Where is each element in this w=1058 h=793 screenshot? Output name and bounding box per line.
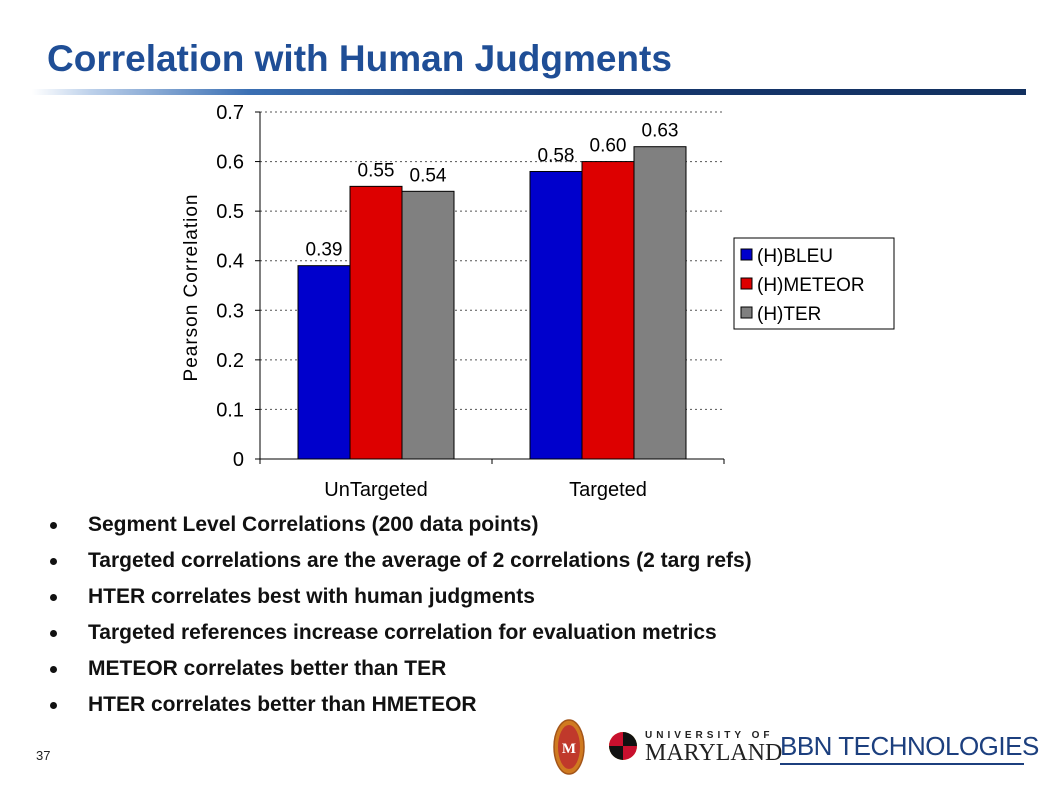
data-label: 0.55 bbox=[358, 160, 395, 181]
y-tick-label: 0.1 bbox=[216, 399, 244, 421]
data-label: 0.60 bbox=[590, 136, 627, 157]
bullet-text: HTER correlates better than HMETEOR bbox=[88, 693, 477, 716]
bullet-item: Targeted correlations are the average of… bbox=[50, 543, 752, 579]
bullet-dot-icon bbox=[50, 558, 57, 565]
slide-number: 37 bbox=[36, 748, 51, 763]
bullet-dot-icon bbox=[50, 630, 57, 637]
svg-text:M: M bbox=[562, 741, 576, 757]
y-tick-label: 0.5 bbox=[216, 201, 244, 223]
y-tick-label: 0.2 bbox=[216, 350, 244, 372]
university-seal-logo: M bbox=[553, 719, 585, 775]
y-axis-label: Pearson Correlation bbox=[181, 194, 202, 382]
bar bbox=[581, 161, 635, 460]
data-label: 0.39 bbox=[306, 240, 343, 261]
bbn-logo-underline bbox=[780, 763, 1024, 765]
bullet-dot-icon bbox=[50, 522, 57, 529]
legend-box bbox=[733, 237, 895, 330]
bullet-text: METEOR correlates better than TER bbox=[88, 657, 447, 680]
university-of-maryland-logo: UNIVERSITY OF MARYLAND bbox=[645, 730, 783, 766]
data-label: 0.63 bbox=[642, 121, 679, 142]
bullet-dot-icon bbox=[50, 666, 57, 673]
data-label: 0.54 bbox=[410, 165, 447, 186]
slide-title: Correlation with Human Judgments bbox=[47, 38, 672, 79]
bullet-item: Segment Level Correlations (200 data poi… bbox=[50, 507, 752, 543]
bullet-item: HTER correlates better than HMETEOR bbox=[50, 687, 752, 723]
bullet-dot-icon bbox=[50, 702, 57, 709]
bar bbox=[529, 170, 583, 460]
bullet-item: Targeted references increase correlation… bbox=[50, 615, 752, 651]
y-tick-label: 0.4 bbox=[216, 251, 244, 273]
data-label: 0.58 bbox=[538, 145, 575, 166]
legend-label: (H)METEOR bbox=[757, 275, 865, 296]
bullet-text: Segment Level Correlations (200 data poi… bbox=[88, 513, 539, 536]
y-tick-label: 0.3 bbox=[216, 300, 244, 322]
legend-label: (H)TER bbox=[757, 304, 821, 325]
bullet-item: HTER correlates best with human judgment… bbox=[50, 579, 752, 615]
bar bbox=[297, 265, 351, 460]
bar bbox=[633, 146, 687, 460]
title-underline bbox=[32, 89, 1026, 95]
x-tick-label: UnTargeted bbox=[324, 479, 427, 501]
bullet-dot-icon bbox=[50, 594, 57, 601]
legend-swatch bbox=[740, 248, 753, 261]
bbn-technologies-logo: BBN TECHNOLOGIES bbox=[780, 731, 1039, 761]
y-tick-label: 0.6 bbox=[216, 152, 244, 174]
bullet-list: Segment Level Correlations (200 data poi… bbox=[50, 507, 752, 723]
maryland-flag-logo bbox=[609, 732, 637, 760]
bullet-item: METEOR correlates better than TER bbox=[50, 651, 752, 687]
bullet-text: Targeted correlations are the average of… bbox=[88, 549, 752, 572]
legend-swatch bbox=[740, 306, 753, 319]
legend-swatch bbox=[740, 277, 753, 290]
bullet-text: Targeted references increase correlation… bbox=[88, 621, 717, 644]
legend-label: (H)BLEU bbox=[757, 246, 833, 267]
bar bbox=[349, 185, 403, 460]
y-tick-label: 0 bbox=[233, 449, 244, 471]
bullet-text: HTER correlates best with human judgment… bbox=[88, 585, 535, 608]
y-tick-label: 0.7 bbox=[216, 102, 244, 124]
x-tick-label: Targeted bbox=[569, 479, 647, 501]
bar bbox=[401, 190, 455, 460]
